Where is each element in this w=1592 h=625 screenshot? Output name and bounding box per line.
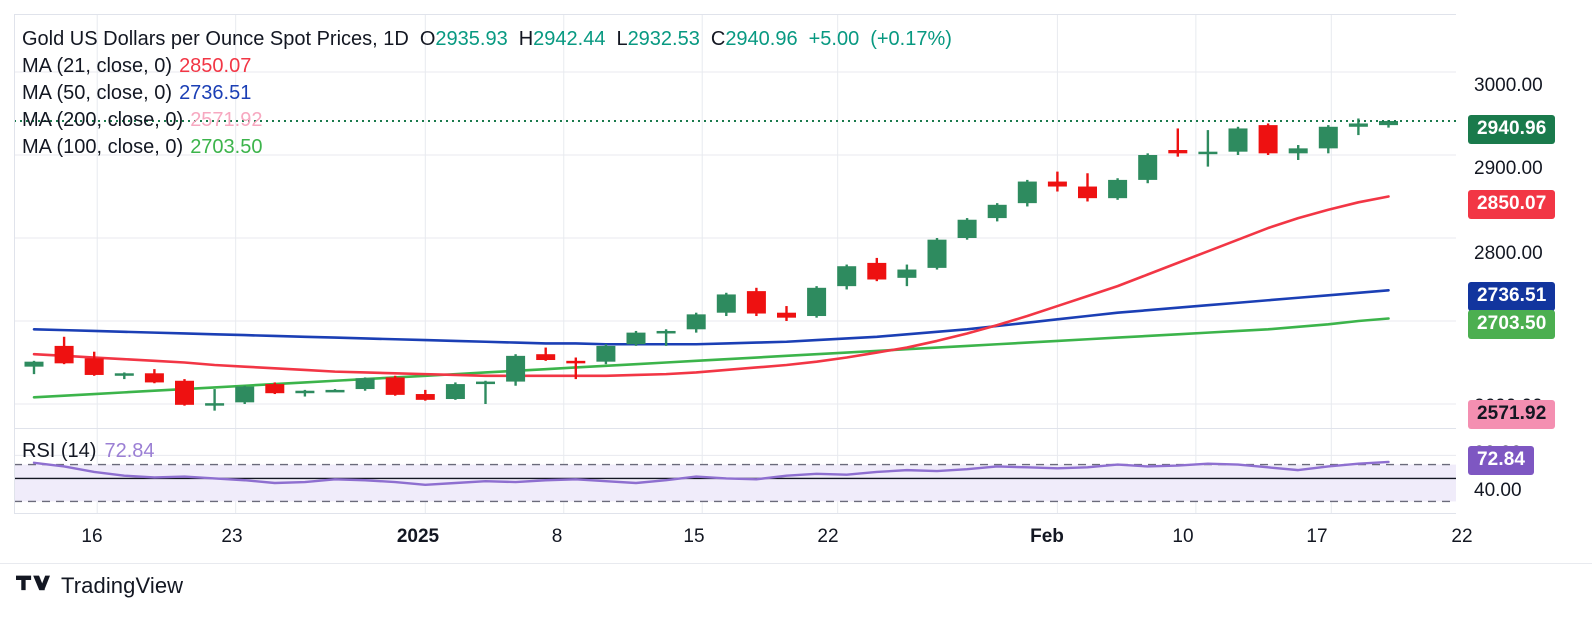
tradingview-brand-label: TradingView [61,573,184,598]
date-label-8: 8 [551,526,563,547]
price-tick-3000: 3000.00 [1474,75,1543,96]
price-chart-canvas [14,14,1456,514]
rsi-tick-40: 40.00 [1474,480,1522,501]
ma50-price-badge[interactable]: 2736.51 [1468,282,1556,311]
ma100-price-badge[interactable]: 2703.50 [1468,310,1556,339]
time-axis-border [14,513,1592,514]
date-label-16: 16 [81,526,103,547]
price-tick-2900: 2900.00 [1474,158,1543,179]
date-label-23: 23 [221,526,243,547]
date-label-10: 10 [1172,526,1194,547]
rsi-value-badge[interactable]: 72.84 [1468,446,1535,475]
time-axis[interactable] [14,514,1592,562]
price-axis[interactable]: 3000.00 2900.00 2800.00 2600.00 80.00 40… [1456,14,1592,514]
footer[interactable]: TradingView [16,573,183,599]
date-label-22: 22 [817,526,839,547]
date-label-feb: Feb [1030,526,1064,547]
price-tick-2800: 2800.00 [1474,243,1543,264]
chart-pane[interactable] [14,14,1456,514]
footer-divider [0,563,1592,564]
date-label-17: 17 [1306,526,1328,547]
last-price-badge[interactable]: 2940.96 [1468,115,1556,144]
date-label-2025: 2025 [396,526,440,547]
rsi-pane-separator [14,428,1456,429]
pane-left-border [14,14,15,562]
ma21-price-badge[interactable]: 2850.07 [1468,190,1556,219]
pane-top-border [14,14,1456,15]
date-label-22-right: 22 [1451,526,1473,547]
tradingview-logo-icon [16,575,50,591]
ma200-price-badge[interactable]: 2571.92 [1468,400,1556,429]
date-label-15: 15 [683,526,705,547]
